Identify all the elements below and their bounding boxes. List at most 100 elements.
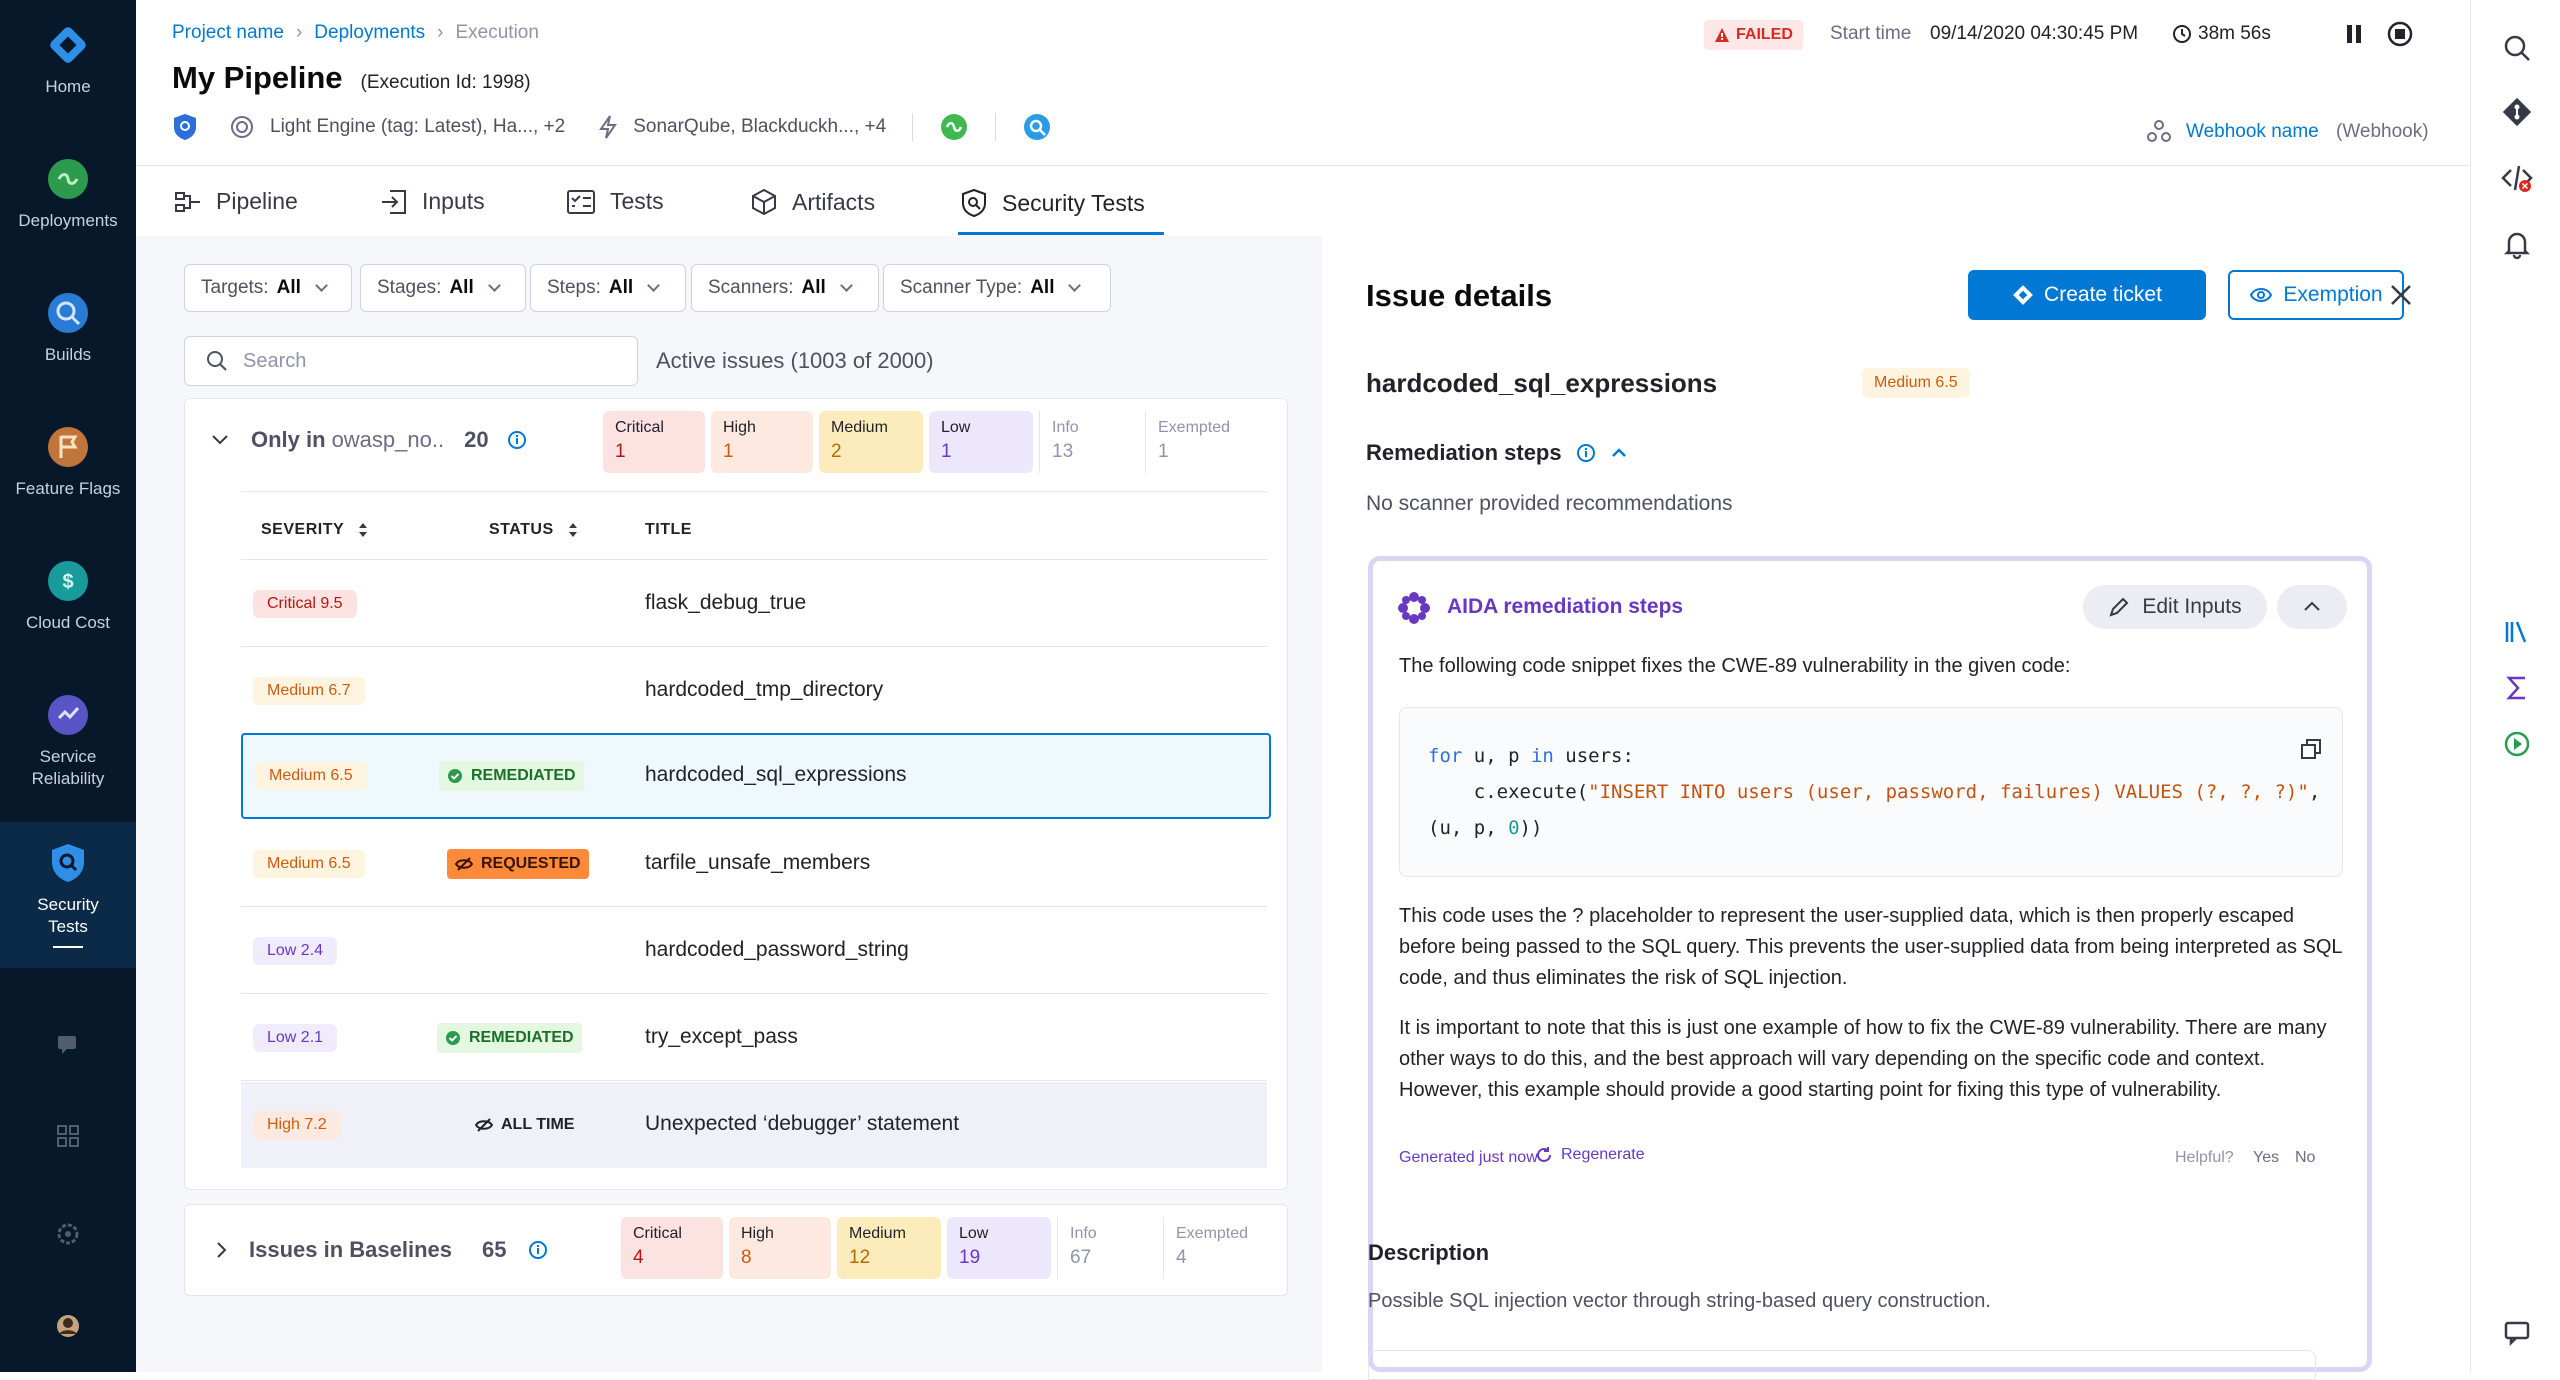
- tab-artifacts[interactable]: Artifacts: [750, 188, 875, 216]
- table-row[interactable]: Low 2.4 hardcoded_password_string: [241, 908, 1267, 994]
- bell-icon[interactable]: [2501, 228, 2533, 260]
- breadcrumb-project[interactable]: Project name: [172, 22, 284, 43]
- chevron-down-icon: [1068, 279, 1082, 292]
- helpful-no[interactable]: No: [2295, 1149, 2316, 1166]
- cd-module-icon[interactable]: [939, 112, 969, 142]
- edit-inputs-button[interactable]: Edit Inputs: [2083, 585, 2267, 629]
- nav-home[interactable]: Home: [0, 22, 136, 132]
- chevron-down-icon[interactable]: [209, 429, 231, 451]
- create-ticket-button[interactable]: Create ticket: [1968, 270, 2206, 320]
- nav-deployments[interactable]: Deployments: [0, 156, 136, 256]
- policy-shield-icon[interactable]: [172, 113, 198, 141]
- webhook-name[interactable]: Webhook name: [2186, 121, 2319, 142]
- git-icon[interactable]: [2501, 96, 2533, 128]
- feedback-icon[interactable]: [2501, 1316, 2533, 1348]
- sigma-icon[interactable]: [2501, 672, 2533, 704]
- severity-badge: High 7.2: [253, 1111, 341, 1139]
- regenerate-button[interactable]: Regenerate: [1535, 1146, 1645, 1164]
- code-error-icon[interactable]: [2501, 162, 2533, 194]
- count-low[interactable]: Low 1: [929, 411, 1033, 473]
- tab-pipeline[interactable]: Pipeline: [174, 188, 298, 215]
- exemption-button[interactable]: Exemption: [2228, 270, 2404, 320]
- collapse-aida-button[interactable]: [2277, 585, 2347, 629]
- nav-security-tests[interactable]: Security Tests: [0, 822, 136, 968]
- stop-icon[interactable]: [2386, 20, 2414, 48]
- column-severity[interactable]: SEVERITY: [261, 521, 368, 539]
- count-medium[interactable]: Medium 2: [819, 411, 923, 473]
- count-high[interactable]: High 1: [711, 411, 813, 473]
- filter-scanner-type-value: All: [1030, 277, 1055, 298]
- table-row[interactable]: Critical 9.5 flask_debug_true: [241, 561, 1267, 647]
- nav-cloud-cost[interactable]: $ Cloud Cost: [0, 558, 136, 658]
- gear-icon[interactable]: [50, 1216, 86, 1252]
- nav-service-reliability[interactable]: Service Reliability: [0, 692, 136, 812]
- count-label: High: [741, 1225, 774, 1242]
- column-severity-label: SEVERITY: [261, 521, 345, 538]
- table-row[interactable]: Low 2.1 REMEDIATED try_except_pass: [241, 995, 1267, 1081]
- table-row[interactable]: Medium 6.7 hardcoded_tmp_directory: [241, 648, 1267, 734]
- breadcrumb-deployments[interactable]: Deployments: [314, 22, 426, 43]
- library-icon[interactable]: [2501, 616, 2533, 648]
- search-icon[interactable]: [2501, 32, 2533, 64]
- lightning-icon: [599, 115, 618, 139]
- eye-off-icon: [475, 1118, 493, 1132]
- count-exempted[interactable]: Exempted 1: [1145, 411, 1265, 473]
- filter-steps-value: All: [608, 277, 634, 298]
- copy-icon[interactable]: [2299, 737, 2323, 761]
- count-low[interactable]: Low 19: [947, 1217, 1051, 1279]
- tab-inputs[interactable]: Inputs: [380, 188, 485, 215]
- count-value: 8: [741, 1247, 752, 1268]
- play-circle-icon[interactable]: [2501, 728, 2533, 760]
- tab-tests[interactable]: Tests: [566, 188, 664, 215]
- count-label: Low: [959, 1225, 989, 1242]
- nav-builds[interactable]: Builds: [0, 290, 136, 390]
- severity-badge: Critical 9.5: [253, 590, 357, 618]
- chevron-up-icon: [2304, 601, 2320, 611]
- description-text: Possible SQL injection vector through st…: [1368, 1290, 1991, 1312]
- count-info[interactable]: Info 13: [1039, 411, 1139, 473]
- info-icon[interactable]: [528, 1240, 548, 1260]
- avatar[interactable]: [50, 1308, 86, 1344]
- count-critical[interactable]: Critical 4: [621, 1217, 723, 1279]
- count-value: 2: [831, 441, 842, 462]
- helpful-yes[interactable]: Yes: [2253, 1149, 2280, 1166]
- filter-scanners[interactable]: Scanners: All: [691, 264, 879, 312]
- pause-icon[interactable]: [2342, 22, 2366, 46]
- filter-stages[interactable]: Stages: All: [360, 264, 526, 312]
- info-icon[interactable]: [507, 430, 527, 450]
- search-input[interactable]: Search: [184, 336, 638, 386]
- count-high[interactable]: High 8: [729, 1217, 831, 1279]
- count-exempted[interactable]: Exempted 4: [1163, 1217, 1273, 1279]
- helpful-label: Helpful?: [2175, 1149, 2234, 1166]
- count-medium[interactable]: Medium 12: [837, 1217, 941, 1279]
- breadcrumb-separator: ›: [437, 22, 444, 43]
- engine-meta: Light Engine (tag: Latest), Ha..., +2: [270, 116, 566, 137]
- table-row-exempted[interactable]: High 7.2 ALL TIME Unexpected ‘debugger’ …: [241, 1082, 1267, 1168]
- filter-targets[interactable]: Targets: All: [184, 264, 352, 312]
- chat-icon[interactable]: [50, 1026, 86, 1062]
- eye-off-icon: [455, 857, 473, 871]
- tab-security-tests[interactable]: Security Tests: [960, 188, 1145, 218]
- close-icon[interactable]: [2388, 282, 2414, 308]
- chevron-right-icon[interactable]: [211, 1239, 233, 1261]
- filter-scanner-type[interactable]: Scanner Type: All: [883, 264, 1111, 312]
- tests-icon: [567, 189, 595, 214]
- divider: [995, 113, 997, 141]
- count-critical[interactable]: Critical 1: [603, 411, 705, 473]
- filter-scanners-value: All: [801, 277, 826, 298]
- filter-steps[interactable]: Steps: All: [530, 264, 686, 312]
- remediation-steps-toggle[interactable]: Remediation steps: [1366, 440, 1628, 466]
- service-reliability-icon: [48, 695, 88, 735]
- description-label: Description: [1368, 1240, 1490, 1265]
- table-row[interactable]: Medium 6.5 REQUESTED tarfile_unsafe_memb…: [241, 821, 1267, 907]
- grid-icon[interactable]: [50, 1118, 86, 1154]
- code-text: (u, p,: [1428, 817, 1509, 839]
- column-status[interactable]: STATUS: [489, 521, 578, 539]
- nav-feature-flags[interactable]: Feature Flags: [0, 424, 136, 524]
- count-value: 1: [615, 441, 626, 462]
- ci-module-icon[interactable]: [1022, 112, 1052, 142]
- issue-title: tarfile_unsafe_members: [645, 851, 871, 874]
- nav-security-tests-label-2: Tests: [48, 917, 88, 936]
- table-row-selected[interactable]: Medium 6.5 REMEDIATED hardcoded_sql_expr…: [241, 733, 1271, 819]
- count-info[interactable]: Info 67: [1057, 1217, 1157, 1279]
